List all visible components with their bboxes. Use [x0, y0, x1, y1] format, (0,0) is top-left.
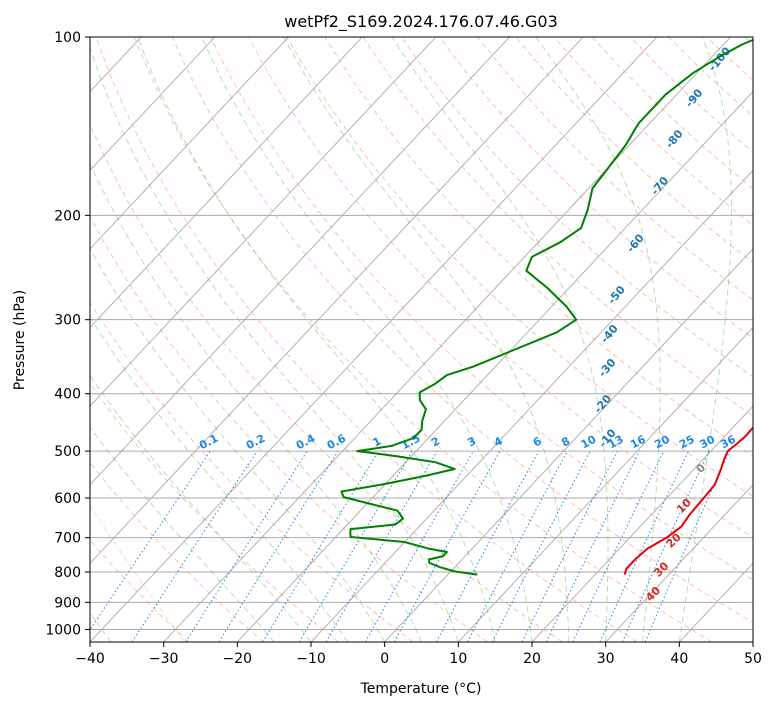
isotherm-line: [531, 405, 753, 642]
dry-adiabat-line: [248, 37, 753, 539]
dry-adiabat-line: [90, 461, 264, 642]
x-tick-label: −30: [149, 651, 179, 667]
dry-adiabat-line: [90, 123, 563, 642]
y-tick-label: 700: [54, 531, 81, 547]
moist-adiabat-line: [535, 37, 661, 642]
x-tick-label: 40: [670, 651, 688, 667]
isotherm-line: [458, 326, 753, 642]
plot-background: [90, 37, 753, 642]
y-tick-label: 1000: [45, 622, 81, 638]
x-tick-label: 20: [523, 651, 541, 667]
plot-frame: [89, 36, 754, 643]
isotherm-line: [90, 37, 658, 642]
axes: −40 −30 −20 −10 0 10 20 30 40 50 100 200 300 400 500 60…: [45, 30, 762, 667]
dry-adiabat-line: [362, 37, 753, 417]
dry-adiabat-line: [90, 215, 488, 642]
moist-adiabat-line: [90, 316, 349, 642]
dry-adiabat-line: [133, 37, 712, 642]
mixing-ratio-label: 20: [652, 433, 672, 452]
x-tick-label: 50: [744, 651, 762, 667]
y-tick-label: 400: [54, 387, 81, 403]
isotherm-line: [90, 37, 437, 407]
mixing-ratio-label: 13: [606, 433, 626, 452]
isotherm-line: [90, 37, 584, 565]
y-tick-label: 900: [54, 595, 81, 611]
mixing-ratio-label: 30: [698, 433, 718, 452]
moist-adiabat-line: [90, 46, 459, 642]
moist-adiabat-line: [90, 247, 386, 642]
dry-adiabat-line: [95, 37, 638, 642]
moist-adiabat-line: [678, 37, 732, 642]
isotherm-line: [90, 37, 363, 329]
y-tick-label: 500: [54, 444, 81, 460]
y-tick-label: 300: [54, 313, 81, 329]
x-tick-label: −40: [75, 651, 105, 667]
mixing-ratio-line: [185, 450, 308, 642]
dry-adiabat-line: [90, 301, 414, 642]
mixing-ratio-line: [364, 450, 474, 642]
data-series: [340, 38, 753, 576]
isotherm-line: [237, 91, 753, 642]
x-tick-label: 10: [449, 651, 467, 667]
temperature-profile-line: [623, 426, 753, 575]
isotherm-line: [752, 641, 753, 642]
x-tick-label: 0: [380, 651, 389, 667]
moist-adiabat-line: [137, 37, 496, 642]
y-tick-label: 200: [54, 208, 81, 224]
mixing-ratio-line: [262, 450, 380, 642]
y-axis-label: Pressure (hPa): [12, 290, 28, 390]
x-tick-label: 30: [597, 651, 615, 667]
moist-adiabat-line: [391, 37, 609, 642]
x-axis-label: Temperature (°C): [360, 681, 482, 697]
mixing-ratio-line: [435, 450, 540, 642]
chart-title: wetPf2_S169.2024.176.07.46.G03: [284, 12, 558, 32]
background-lines: [0, 37, 753, 642]
mixing-ratio-label: 10: [579, 433, 599, 452]
dry-adiabat-line: [210, 37, 753, 581]
dry-adiabat-line: [477, 37, 753, 301]
moist-adiabat-line: [90, 374, 312, 642]
mixing-ratio-line: [393, 450, 501, 642]
moist-adiabat-line: [90, 426, 275, 642]
isotherm-line: [90, 37, 216, 171]
isotherm-line: [163, 37, 731, 642]
mixing-ratio-line: [621, 450, 710, 642]
y-tick-label: 600: [54, 491, 81, 507]
x-tick-label: −20: [223, 651, 253, 667]
y-tick-label: 100: [54, 30, 81, 46]
mixing-ratio-line: [131, 450, 258, 642]
isotherm-line: [605, 484, 753, 642]
mixing-ratio-line: [90, 450, 211, 631]
dry-adiabat-line: [324, 37, 753, 457]
isotherm-line: [90, 37, 289, 250]
moist-adiabat-line: [201, 37, 533, 642]
mixing-ratio-label: 16: [628, 433, 648, 452]
isotherm-line: [384, 248, 753, 642]
mixing-ratio-line: [644, 450, 731, 642]
isotherm-line: [0, 37, 68, 642]
dewpoint-profile-line: [340, 38, 753, 576]
dry-adiabat-line: [439, 37, 753, 339]
x-tick-label: −10: [296, 651, 326, 667]
mixing-ratio-line: [521, 450, 618, 642]
mixing-ratio-label: 25: [677, 433, 697, 452]
y-tick-label: 800: [54, 565, 81, 581]
dry-adiabat-line: [171, 37, 753, 624]
isotherm-line: [90, 37, 510, 486]
moist-adiabat-line: [283, 37, 570, 642]
